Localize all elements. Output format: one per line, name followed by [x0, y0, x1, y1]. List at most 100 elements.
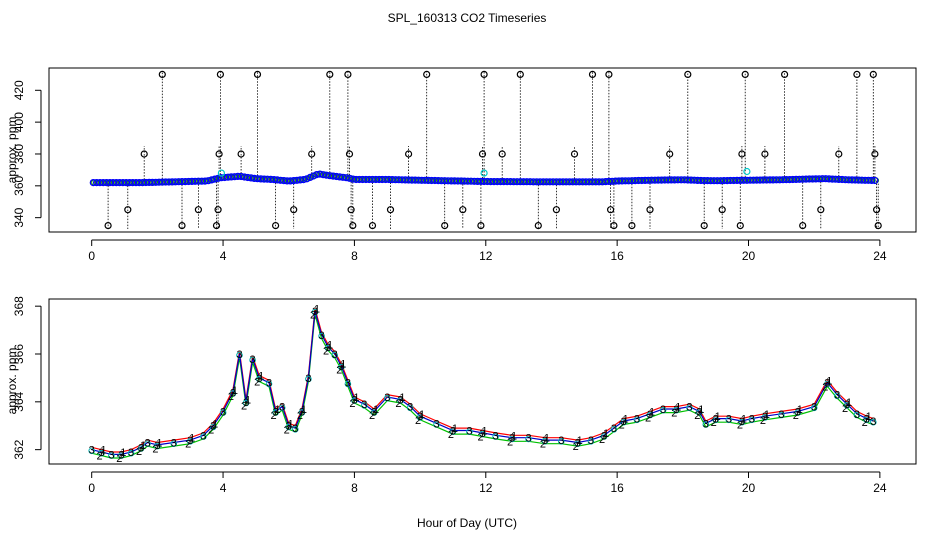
bottom-marker-3: 3	[493, 430, 499, 442]
top-data-point	[306, 173, 314, 181]
bottom-circle-marker	[778, 411, 785, 419]
bottom-marker-1: 1	[189, 433, 195, 445]
bottom-circle-marker	[416, 414, 424, 421]
top-outlier-point	[441, 222, 449, 230]
bottom-circle-marker	[186, 438, 194, 445]
top-data-point	[148, 178, 156, 186]
top-data-point	[831, 175, 840, 183]
top-data-point	[181, 178, 189, 186]
top-outlier-point	[253, 70, 262, 79]
bottom-marker-3: 3	[795, 406, 801, 418]
bottom-circle-marker	[449, 428, 457, 436]
bottom-y-tick-label: 366	[12, 344, 26, 364]
bottom-marker-3: 3	[138, 442, 144, 454]
bottom-circle-marker	[98, 449, 105, 457]
top-x-tick-label: 4	[220, 249, 227, 263]
bottom-marker-2: 2	[671, 408, 677, 420]
top-data-point	[690, 176, 698, 184]
bottom-circle-marker	[209, 423, 217, 431]
top-data-point	[776, 176, 784, 184]
bottom-circle-marker	[108, 452, 115, 459]
bottom-circle-marker	[702, 421, 710, 428]
top-data-point	[316, 170, 324, 178]
bottom-marker-3: 3	[118, 449, 124, 461]
bottom-marker-1: 1	[258, 371, 264, 383]
top-data-point	[155, 178, 163, 186]
top-data-point	[736, 176, 744, 184]
top-y-tick-label: 400	[12, 112, 26, 132]
bottom-marker-1: 1	[698, 404, 704, 416]
bottom-circle-marker	[127, 449, 135, 457]
top-data-point	[418, 176, 426, 184]
bottom-marker-3: 3	[266, 378, 272, 390]
top-x-tick-label: 16	[610, 249, 624, 263]
top-data-point	[345, 174, 354, 182]
top-x-tick-label: 20	[742, 249, 756, 263]
top-outlier-point	[178, 222, 186, 230]
top-data-point	[697, 176, 705, 185]
top-data-point	[822, 175, 830, 183]
top-outlier-point	[738, 150, 746, 158]
top-data-point	[726, 176, 735, 185]
top-data-point	[506, 178, 514, 186]
bottom-circle-marker	[659, 406, 667, 414]
bottom-marker-1: 1	[797, 404, 803, 416]
bottom-marker-1: 1	[245, 394, 251, 406]
bottom-marker-2: 2	[793, 410, 799, 422]
top-outlier-point	[124, 206, 132, 214]
top-outlier-point	[477, 222, 485, 230]
bottom-circle-marker	[338, 363, 345, 371]
bottom-circle-marker	[324, 344, 332, 352]
top-outlier-point	[386, 206, 395, 214]
bottom-marker-3: 3	[686, 402, 692, 414]
top-data-point	[139, 179, 147, 187]
top-outlier-point	[326, 70, 334, 79]
bottom-marker-2: 2	[862, 417, 868, 429]
bottom-marker-2: 2	[228, 391, 234, 403]
bottom-marker-1: 1	[675, 402, 681, 414]
top-data-point	[605, 177, 613, 185]
top-data-point	[401, 176, 409, 184]
top-data-point	[388, 176, 396, 184]
bottom-circle-marker	[361, 402, 368, 409]
top-axes: 0 4 8 12 16 20 24 340 360 380 400 420	[12, 80, 887, 263]
top-outlier-point	[498, 150, 506, 158]
bottom-marker-3: 3	[466, 426, 472, 438]
bottom-marker-3: 3	[319, 330, 325, 342]
bottom-marker-1: 1	[623, 414, 629, 426]
bottom-marker-1: 1	[275, 404, 281, 416]
bottom-x-tick-label: 24	[873, 481, 887, 495]
top-data-point	[444, 177, 452, 185]
bottom-marker-3: 3	[660, 404, 666, 416]
bottom-circle-marker	[558, 438, 565, 445]
bottom-circle-marker	[200, 433, 207, 440]
top-data-point	[483, 177, 491, 186]
top-data-point	[687, 176, 695, 184]
top-y-axis-label: approx. ppm	[5, 117, 19, 184]
bottom-marker-3: 3	[332, 349, 338, 361]
top-panel: 0 4 8 12 16 20 24 340 360 380 400 420 approx. ppm	[5, 67, 917, 263]
bottom-circle-marker	[633, 416, 641, 424]
top-flagged-point	[743, 167, 751, 176]
top-data-point	[132, 179, 140, 187]
top-outlier-point	[214, 206, 222, 214]
top-data-point	[224, 173, 232, 181]
bottom-marker-1: 1	[156, 438, 162, 450]
bottom-marker-1: 1	[603, 428, 609, 440]
bottom-marker-2: 2	[619, 420, 625, 432]
bottom-circle-marker	[466, 428, 473, 436]
bottom-marker-2: 2	[310, 310, 316, 322]
top-data-point	[408, 176, 416, 184]
bottom-x-tick-label: 8	[351, 481, 358, 495]
top-data-point	[572, 178, 580, 186]
top-data-point	[523, 178, 531, 186]
bottom-marker-3: 3	[870, 416, 876, 428]
bottom-marker-3: 3	[703, 418, 709, 430]
top-data-point	[194, 177, 202, 185]
top-data-point	[253, 175, 262, 183]
bottom-circle-marker	[833, 392, 841, 400]
bottom-marker-2: 2	[116, 453, 122, 465]
bottom-circle-marker	[285, 423, 293, 431]
